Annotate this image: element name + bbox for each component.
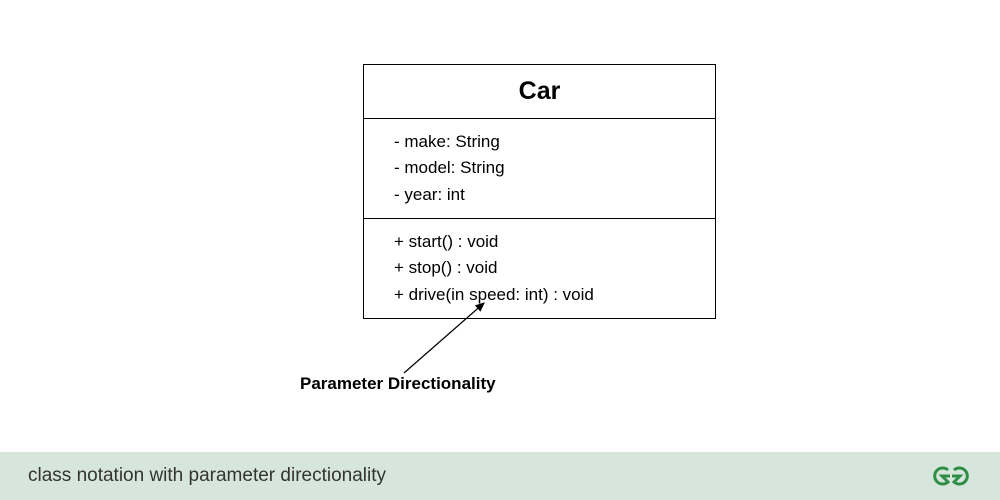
footer-bar: class notation with parameter directiona… [0, 452, 1000, 500]
class-name: Car [364, 65, 715, 119]
uml-class-box: Car - make: String - model: String - yea… [363, 64, 716, 319]
attribute-row: - model: String [394, 155, 685, 181]
annotation-label: Parameter Directionality [300, 374, 496, 394]
attributes-section: - make: String - model: String - year: i… [364, 119, 715, 219]
attribute-row: - year: int [394, 182, 685, 208]
method-row: + stop() : void [394, 255, 685, 281]
methods-section: + start() : void + stop() : void + drive… [364, 219, 715, 318]
method-row: + drive(in speed: int) : void [394, 282, 685, 308]
footer-text: class notation with parameter directiona… [28, 465, 386, 487]
method-row: + start() : void [394, 229, 685, 255]
gfg-logo-icon [930, 466, 972, 486]
attribute-row: - make: String [394, 129, 685, 155]
